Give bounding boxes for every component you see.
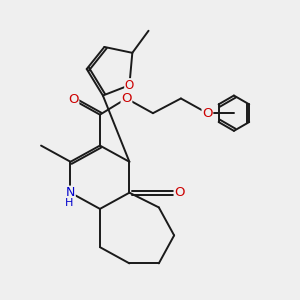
Text: O: O [125, 79, 134, 92]
Text: N: N [66, 186, 75, 199]
Text: H: H [65, 198, 73, 208]
Text: O: O [202, 107, 213, 120]
Text: O: O [121, 92, 132, 105]
Text: O: O [174, 186, 185, 199]
Text: O: O [68, 93, 79, 106]
